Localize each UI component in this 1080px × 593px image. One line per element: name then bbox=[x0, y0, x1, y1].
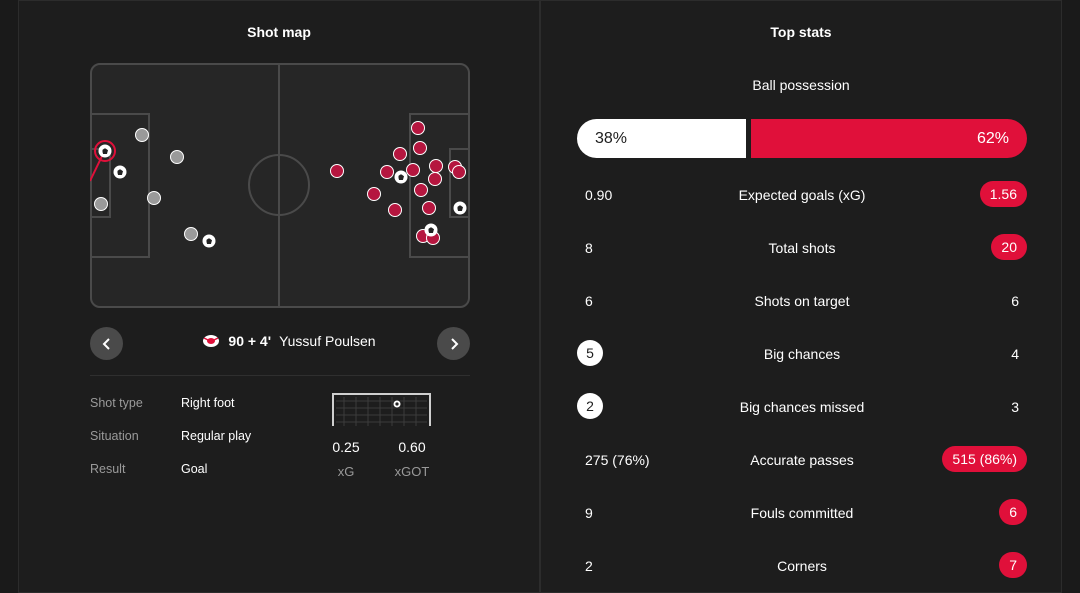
stat-away-value: 4 bbox=[1011, 346, 1019, 362]
stat-home-value: 6 bbox=[585, 293, 593, 309]
stat-row: Total shots 8 20 bbox=[577, 234, 1027, 262]
stat-away-value: 20 bbox=[991, 234, 1027, 260]
stat-row: Expected goals (xG) 0.90 1.56 bbox=[577, 181, 1027, 209]
detail-value: Regular play bbox=[181, 429, 252, 443]
goal-marker[interactable] bbox=[113, 165, 127, 179]
shot-marker[interactable] bbox=[422, 201, 436, 215]
shot-marker[interactable] bbox=[367, 187, 381, 201]
stat-label: Total shots bbox=[768, 240, 836, 256]
shot-minute: 90 + 4' bbox=[228, 333, 272, 349]
shot-marker[interactable] bbox=[170, 150, 184, 164]
stat-home-value: 275 (76%) bbox=[585, 452, 650, 468]
detail-key: Result bbox=[90, 462, 126, 476]
previous-shot-button[interactable] bbox=[90, 327, 123, 360]
team-logo-icon bbox=[203, 335, 220, 347]
shot-marker[interactable] bbox=[393, 147, 407, 161]
xg-value: 0.25 bbox=[332, 439, 360, 455]
stat-row: Accurate passes 275 (76%) 515 (86%) bbox=[577, 446, 1027, 474]
next-shot-button[interactable] bbox=[437, 327, 470, 360]
stat-label: Big chances bbox=[763, 346, 841, 362]
shot-marker[interactable] bbox=[184, 227, 198, 241]
detail-value: Goal bbox=[181, 462, 208, 476]
stat-away-value: 6 bbox=[999, 499, 1027, 525]
shot-marker[interactable] bbox=[428, 172, 442, 186]
shot-marker[interactable] bbox=[414, 183, 428, 197]
shot-marker[interactable] bbox=[147, 191, 161, 205]
stat-away-value: 3 bbox=[1011, 399, 1019, 415]
xgot-label: xGOT bbox=[394, 464, 430, 479]
xg-label: xG bbox=[337, 464, 355, 479]
stat-row: Shots on target 6 6 bbox=[577, 287, 1027, 315]
stat-label: Big chances missed bbox=[739, 399, 865, 415]
xg-block: 0.25 xG bbox=[316, 439, 376, 479]
goal-marker[interactable] bbox=[424, 223, 438, 237]
possession-home-bar: 38% bbox=[577, 119, 746, 158]
stat-row: Fouls committed 9 6 bbox=[577, 499, 1027, 527]
selected-shot-label: 90 + 4' Yussuf Poulsen bbox=[169, 333, 409, 349]
shot-marker[interactable] bbox=[406, 163, 420, 177]
stat-home-value: 5 bbox=[577, 340, 603, 366]
goal-marker[interactable] bbox=[202, 234, 216, 248]
detail-key: Situation bbox=[90, 429, 139, 443]
shot-map-panel: Shot map bbox=[18, 0, 540, 593]
possession-away-bar: 62% bbox=[751, 119, 1027, 158]
possession-title: Ball possession bbox=[752, 77, 850, 93]
stat-away-value: 6 bbox=[1011, 293, 1019, 309]
stat-label: Shots on target bbox=[754, 293, 850, 309]
stat-away-value: 7 bbox=[999, 552, 1027, 578]
detail-key: Shot type bbox=[90, 396, 143, 410]
top-stats-panel: Top stats Ball possession 38% 62% Expect… bbox=[540, 0, 1062, 593]
selected-shot-marker[interactable] bbox=[94, 140, 116, 162]
chevron-left-icon bbox=[102, 337, 110, 350]
shot-marker[interactable] bbox=[429, 159, 443, 173]
stat-home-value: 8 bbox=[585, 240, 593, 256]
shot-map-title: Shot map bbox=[247, 24, 311, 40]
goal-marker[interactable] bbox=[453, 201, 467, 215]
goal-frame-icon bbox=[332, 393, 431, 426]
xgot-value: 0.60 bbox=[398, 439, 426, 455]
stat-home-value: 2 bbox=[577, 393, 603, 419]
stat-label: Expected goals (xG) bbox=[738, 187, 866, 203]
shot-marker[interactable] bbox=[94, 197, 108, 211]
detail-value: Right foot bbox=[181, 396, 235, 410]
divider bbox=[90, 375, 470, 376]
stat-row: Big chances 5 4 bbox=[577, 340, 1027, 368]
stat-label: Fouls committed bbox=[750, 505, 854, 521]
stat-home-value: 2 bbox=[585, 558, 593, 574]
stat-home-value: 0.90 bbox=[585, 187, 613, 203]
stat-row: Big chances missed 2 3 bbox=[577, 393, 1027, 421]
goal-marker[interactable] bbox=[394, 170, 408, 184]
shot-marker[interactable] bbox=[388, 203, 402, 217]
shot-map-pitch bbox=[90, 63, 470, 308]
goal-marker[interactable] bbox=[98, 144, 112, 158]
chevron-right-icon bbox=[450, 337, 458, 350]
shot-player-name: Yussuf Poulsen bbox=[279, 333, 376, 349]
shot-marker[interactable] bbox=[135, 128, 149, 142]
shot-marker[interactable] bbox=[413, 141, 427, 155]
stat-away-value: 1.56 bbox=[979, 181, 1027, 207]
shot-marker[interactable] bbox=[411, 121, 425, 135]
stat-row: Corners 2 7 bbox=[577, 552, 1027, 580]
pitch-lines bbox=[90, 63, 470, 308]
shot-marker[interactable] bbox=[380, 165, 394, 179]
stat-away-value: 515 (86%) bbox=[942, 446, 1027, 472]
shot-marker[interactable] bbox=[330, 164, 344, 178]
top-stats-title: Top stats bbox=[770, 24, 832, 40]
xgot-block: 0.60 xGOT bbox=[382, 439, 442, 479]
stat-label: Accurate passes bbox=[750, 452, 854, 468]
shot-marker[interactable] bbox=[452, 165, 466, 179]
stat-label: Corners bbox=[777, 558, 827, 574]
stat-home-value: 9 bbox=[585, 505, 593, 521]
